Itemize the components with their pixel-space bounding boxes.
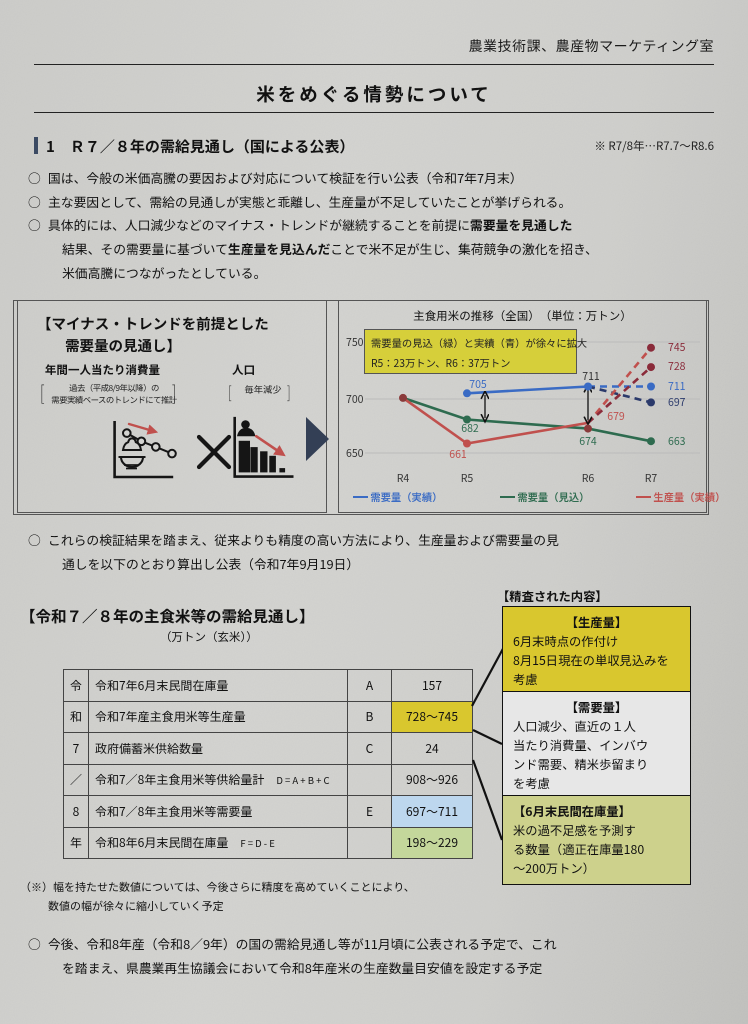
svg-text:705: 705 bbox=[469, 377, 487, 392]
svg-text:650: 650 bbox=[346, 446, 364, 461]
svg-text:679: 679 bbox=[607, 409, 625, 424]
svg-text:697: 697 bbox=[668, 395, 686, 410]
svg-text:682: 682 bbox=[461, 421, 479, 436]
svg-text:711: 711 bbox=[668, 379, 686, 394]
svg-text:663: 663 bbox=[668, 434, 686, 449]
svg-text:750: 750 bbox=[346, 335, 364, 350]
svg-text:R5: R5 bbox=[461, 471, 474, 486]
svg-text:728: 728 bbox=[668, 359, 686, 374]
svg-text:R7: R7 bbox=[645, 471, 658, 486]
svg-text:R4: R4 bbox=[397, 471, 410, 486]
svg-text:711: 711 bbox=[582, 369, 600, 384]
svg-text:661: 661 bbox=[449, 447, 467, 462]
svg-text:745: 745 bbox=[668, 340, 686, 355]
svg-text:700: 700 bbox=[346, 392, 364, 407]
svg-text:674: 674 bbox=[579, 434, 597, 449]
svg-text:R6: R6 bbox=[582, 471, 595, 486]
